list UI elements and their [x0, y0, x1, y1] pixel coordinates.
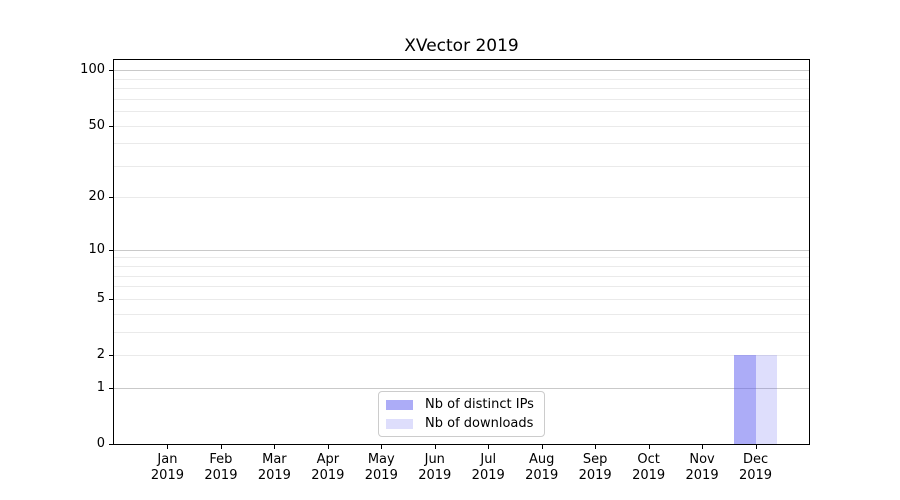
x-axis-tick-label: Jan 2019: [150, 452, 184, 483]
gridline-minor: [114, 88, 809, 90]
x-tick-mark: [648, 445, 650, 449]
x-axis-tick-label: Jun 2019: [418, 452, 452, 483]
y-tick-mark: [109, 444, 113, 445]
x-tick-mark: [327, 445, 329, 449]
gridline-minor: [114, 331, 809, 333]
x-axis-tick-label: May 2019: [364, 452, 398, 483]
y-axis-tick-label: 2: [96, 347, 105, 362]
bar-distinct-ips: [734, 355, 756, 444]
y-axis-tick-label: 0: [96, 436, 105, 451]
x-axis-tick-label: Apr 2019: [311, 452, 345, 483]
legend-label-downloads: Nb of downloads: [425, 416, 534, 431]
y-axis-tick-label: 50: [88, 117, 105, 133]
gridline-minor: [114, 125, 809, 127]
bar-downloads: [755, 355, 778, 444]
legend: Nb of distinct IPs Nb of downloads: [378, 391, 545, 437]
legend-label-distinct-ips: Nb of distinct IPs: [425, 397, 534, 412]
x-axis-tick-label: Jul 2019: [471, 452, 505, 483]
gridline-major: [114, 249, 809, 251]
x-axis-tick-label: Oct 2019: [632, 452, 666, 483]
x-tick-mark: [755, 445, 757, 449]
gridline-major: [114, 387, 809, 389]
legend-swatch-distinct-ips: [386, 399, 413, 410]
chart-title: XVector 2019: [404, 36, 519, 56]
x-tick-mark: [595, 445, 597, 449]
legend-row-downloads: Nb of downloads: [386, 416, 536, 431]
y-tick-mark: [109, 70, 113, 72]
x-tick-mark: [274, 445, 276, 449]
x-tick-mark: [702, 445, 704, 449]
y-axis-tick-label: 20: [88, 189, 105, 205]
legend-swatch-downloads: [386, 418, 413, 429]
legend-row-distinct-ips: Nb of distinct IPs: [386, 397, 536, 412]
gridline-major: [114, 70, 809, 72]
x-tick-mark: [488, 445, 490, 449]
y-tick-mark: [109, 249, 113, 251]
y-axis-tick-label: 10: [88, 241, 105, 257]
gridline-minor: [114, 111, 809, 113]
gridline-minor: [114, 257, 809, 259]
gridline-minor: [114, 313, 809, 315]
plot-area: [113, 59, 810, 445]
x-axis-tick-label: Feb 2019: [204, 452, 238, 483]
gridline-minor: [114, 165, 809, 167]
gridline-minor: [114, 355, 809, 356]
gridline-minor: [114, 266, 809, 268]
y-axis-tick-label: 5: [96, 290, 105, 306]
gridline-minor: [114, 143, 809, 145]
x-tick-mark: [541, 445, 543, 449]
x-tick-mark: [381, 445, 383, 449]
x-axis-tick-label: Sep 2019: [578, 452, 612, 483]
y-tick-mark: [109, 125, 113, 127]
x-tick-mark: [434, 445, 436, 449]
y-tick-mark: [109, 355, 113, 356]
y-axis-tick-label: 100: [80, 62, 105, 78]
gridline-minor: [114, 275, 809, 277]
y-tick-mark: [109, 197, 113, 199]
gridline-minor: [114, 197, 809, 199]
y-axis-tick-label: 1: [96, 379, 105, 395]
x-axis-tick-label: Aug 2019: [525, 452, 559, 483]
y-tick-mark: [109, 298, 113, 300]
y-tick-mark: [109, 387, 113, 389]
x-axis-tick-label: Dec 2019: [738, 452, 773, 483]
x-axis-tick-label: Mar 2019: [257, 452, 291, 483]
x-tick-mark: [167, 445, 169, 449]
gridline-minor: [114, 78, 809, 80]
gridline-minor: [114, 98, 809, 100]
x-tick-mark: [220, 445, 222, 449]
x-axis-tick-label: Nov 2019: [685, 452, 719, 483]
gridline-minor: [114, 298, 809, 300]
gridline-minor: [114, 286, 809, 288]
